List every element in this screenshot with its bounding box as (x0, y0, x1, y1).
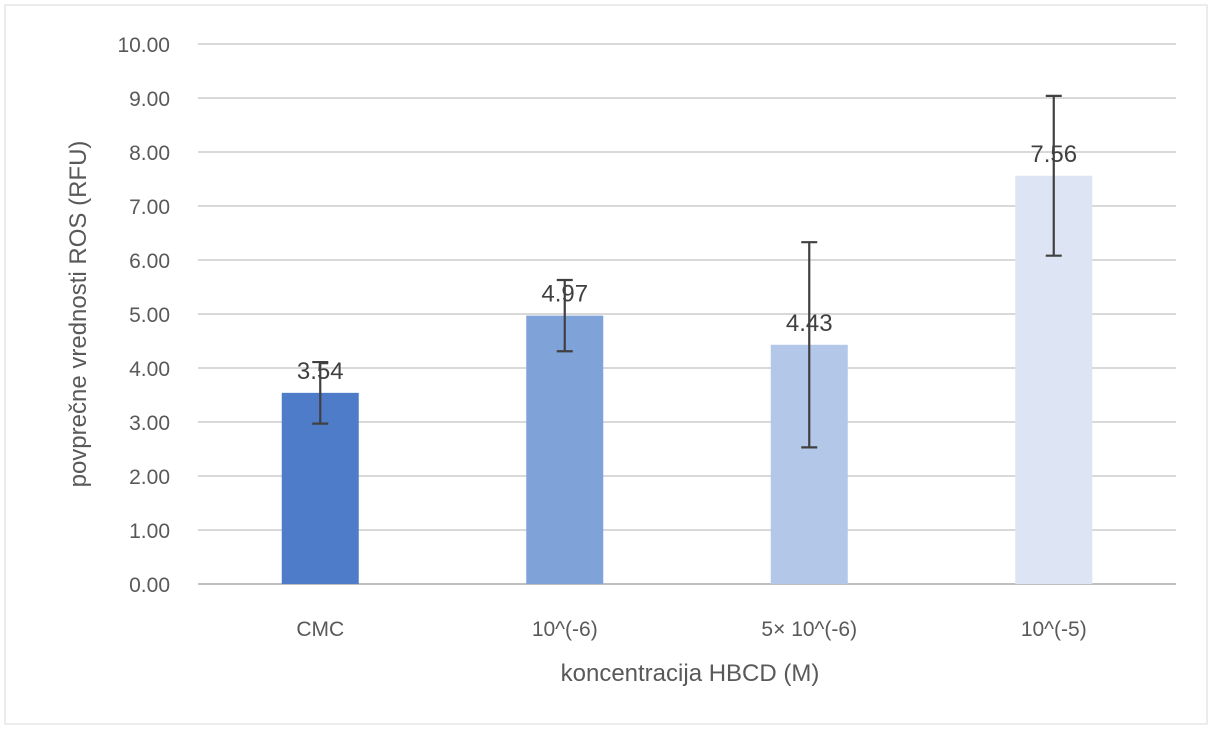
data-label: 4.43 (786, 310, 833, 337)
y-tick-label: 8.00 (129, 142, 170, 165)
error-bars (312, 94, 1062, 449)
y-tick-label: 7.00 (129, 196, 170, 219)
y-tick-label: 2.00 (129, 466, 170, 489)
x-axis-ticks: CMC 10^(-6) 5× 10^(-6) 10^(-5) (296, 618, 1086, 641)
data-labels: 3.54 4.97 4.43 7.56 (297, 141, 1077, 385)
x-tick-label: 5× 10^(-6) (761, 618, 857, 641)
y-axis-title: povprečne vrednosti ROS (RFU) (65, 141, 92, 488)
y-axis-ticks: 0.00 1.00 2.00 3.00 4.00 5.00 6.00 7.00 8.00 9.00… (117, 34, 170, 597)
y-tick-label: 6.00 (129, 250, 170, 273)
y-tick-label: 3.00 (129, 412, 170, 435)
x-axis-title: koncentracija HBCD (M) (561, 660, 820, 687)
chart-border (4, 4, 1208, 725)
data-label: 3.54 (297, 358, 344, 385)
x-tick-label: 10^(-6) (532, 618, 598, 641)
data-label: 7.56 (1030, 141, 1077, 168)
y-tick-label: 4.00 (129, 358, 170, 381)
y-tick-label: 0.00 (129, 574, 170, 597)
gridlines (198, 43, 1176, 585)
x-tick-label: CMC (296, 618, 344, 641)
data-label: 4.97 (541, 281, 588, 308)
x-tick-label: 10^(-5) (1021, 618, 1087, 641)
bar (526, 315, 604, 584)
y-tick-label: 5.00 (129, 304, 170, 327)
y-tick-label: 1.00 (129, 520, 170, 543)
y-tick-label: 9.00 (129, 88, 170, 111)
y-tick-label: 10.00 (117, 34, 170, 57)
